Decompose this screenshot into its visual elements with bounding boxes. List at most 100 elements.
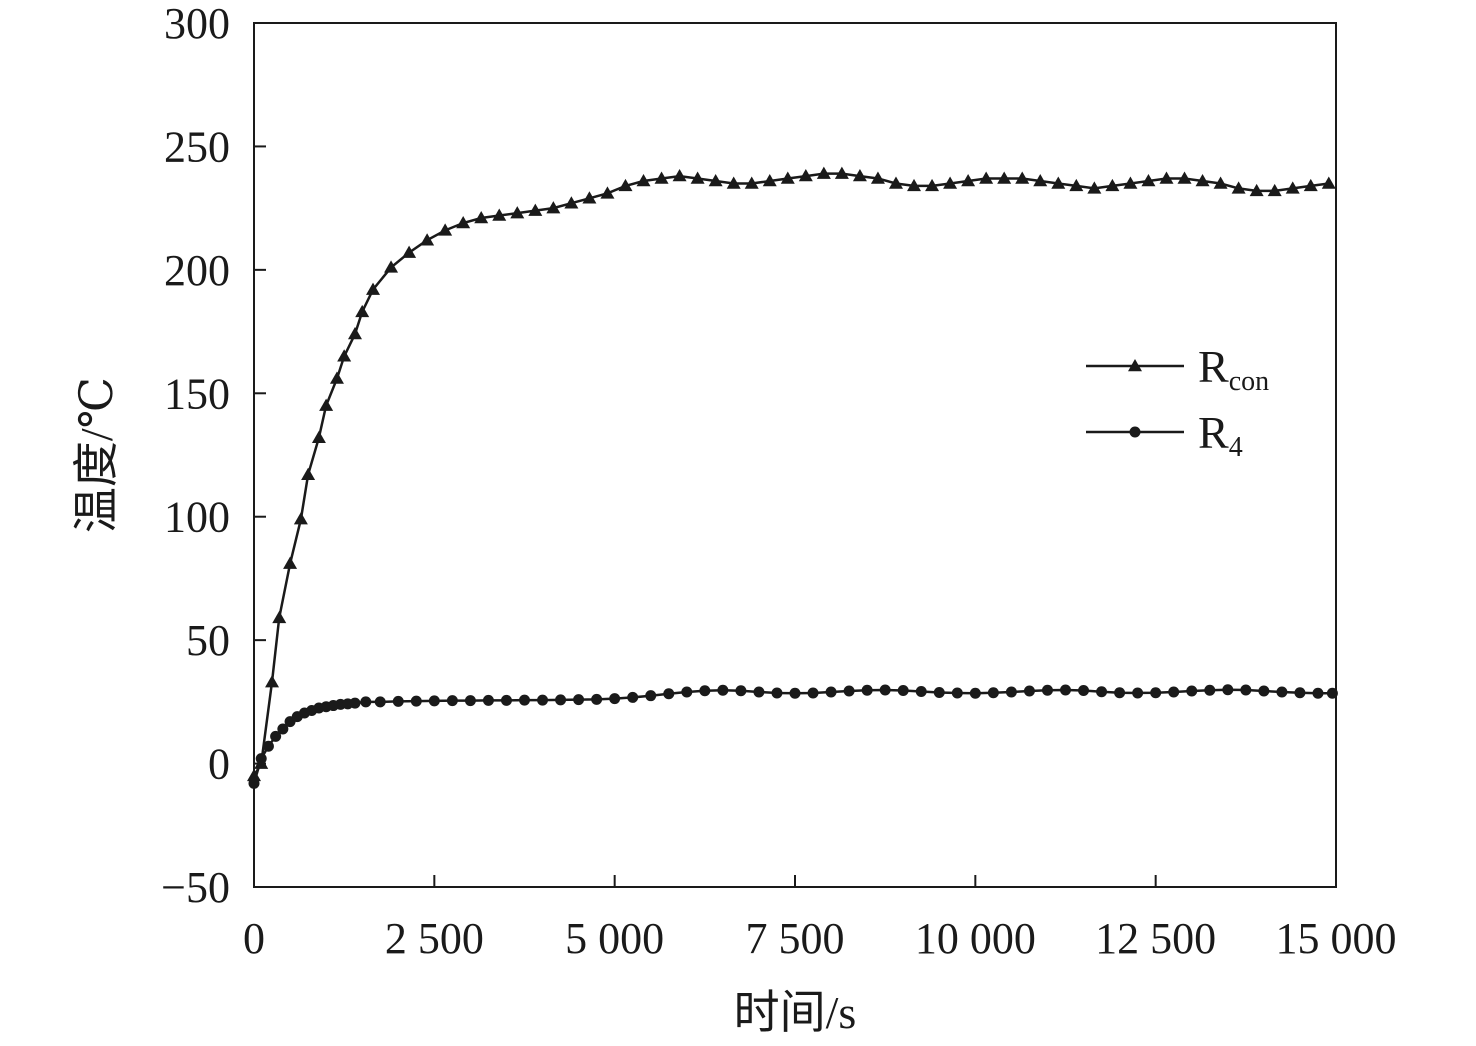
data-point-R4	[645, 690, 657, 702]
data-point-Rcon	[1051, 176, 1066, 189]
data-point-R4	[500, 694, 512, 706]
data-point-Rcon	[1231, 181, 1246, 194]
x-tick-label: 12 500	[1095, 914, 1216, 963]
data-point-Rcon	[762, 173, 777, 187]
data-point-R4	[807, 687, 819, 699]
data-point-Rcon	[355, 304, 370, 318]
data-point-R4	[464, 695, 476, 707]
data-point-Rcon	[1213, 176, 1228, 189]
data-point-R4	[446, 695, 458, 707]
plot-frame	[253, 22, 1337, 888]
data-point-R4	[374, 696, 386, 708]
data-point-R4	[1096, 686, 1108, 698]
y-tick-label: 0	[208, 740, 230, 789]
data-point-Rcon	[1015, 171, 1030, 184]
legend-label: Rcon	[1198, 341, 1269, 397]
data-point-R4	[987, 687, 999, 699]
legend-label-subscript: con	[1229, 366, 1269, 397]
data-point-R4	[915, 685, 927, 697]
series-layer	[247, 166, 1338, 789]
data-point-Rcon	[366, 282, 381, 295]
data-point-Rcon	[726, 176, 741, 189]
data-point-R4	[699, 685, 711, 697]
data-point-Rcon	[600, 186, 615, 199]
data-point-Rcon	[816, 166, 831, 179]
data-point-R4	[248, 777, 260, 789]
x-tick-label: 10 000	[915, 914, 1036, 963]
data-point-R4	[1276, 686, 1288, 698]
y-tick-label: −50	[161, 863, 230, 912]
data-point-R4	[609, 693, 621, 705]
data-point-Rcon	[1087, 181, 1102, 194]
data-point-Rcon	[1303, 178, 1318, 192]
data-point-R4	[951, 687, 963, 699]
y-tick-label: 300	[164, 0, 230, 48]
x-tick-label: 2 500	[385, 914, 484, 963]
data-point-Rcon	[265, 675, 280, 688]
data-point-Rcon	[329, 371, 344, 384]
data-point-R4	[277, 723, 289, 735]
data-point-Rcon	[654, 171, 669, 184]
data-point-Rcon	[546, 201, 561, 214]
data-point-R4	[825, 686, 837, 698]
data-point-Rcon	[319, 398, 334, 411]
data-point-R4	[969, 687, 981, 699]
data-point-R4	[1222, 684, 1234, 696]
data-point-Rcon	[907, 178, 922, 192]
data-point-R4	[663, 688, 675, 700]
legend-label-main: R	[1198, 407, 1229, 458]
data-point-R4	[1294, 687, 1306, 699]
data-point-Rcon	[311, 430, 326, 443]
data-point-R4	[933, 686, 945, 698]
data-point-R4	[1186, 685, 1198, 697]
data-point-R4	[897, 685, 909, 697]
data-point-Rcon	[474, 211, 489, 224]
legend-label-main: R	[1198, 341, 1229, 392]
data-point-R4	[270, 730, 282, 742]
data-point-Rcon	[744, 176, 759, 189]
data-point-Rcon	[1033, 173, 1048, 187]
series-R4	[248, 684, 1338, 789]
legend-item-R4: R4	[1086, 407, 1243, 463]
data-point-Rcon	[888, 176, 903, 189]
data-point-Rcon	[456, 215, 471, 229]
y-axis-ticks: −50 0 50 100 150 200 250 300	[161, 0, 266, 912]
data-point-R4	[1312, 687, 1324, 699]
data-point-Rcon	[1177, 171, 1192, 184]
data-point-Rcon	[528, 203, 543, 216]
data-point-Rcon	[618, 178, 633, 192]
data-point-R4	[771, 687, 783, 699]
data-point-Rcon	[1069, 178, 1084, 192]
data-point-Rcon	[690, 171, 705, 184]
data-point-Rcon	[997, 171, 1012, 184]
data-point-R4	[1132, 687, 1144, 699]
data-point-Rcon	[1249, 183, 1264, 197]
data-point-Rcon	[582, 191, 597, 204]
data-point-R4	[537, 694, 549, 706]
data-point-R4	[255, 753, 267, 765]
legend-item-Rcon: Rcon	[1086, 341, 1269, 397]
data-point-Rcon	[301, 467, 316, 480]
data-point-R4	[1041, 684, 1053, 696]
data-point-Rcon	[420, 233, 435, 246]
data-point-Rcon	[708, 173, 723, 187]
data-point-Rcon	[1123, 176, 1138, 189]
x-tick-label: 15 000	[1276, 914, 1397, 963]
data-point-Rcon	[1195, 173, 1210, 187]
data-point-Rcon	[293, 512, 308, 525]
data-point-R4	[392, 695, 404, 707]
data-point-R4	[627, 691, 639, 703]
data-point-R4	[1114, 687, 1126, 699]
data-point-R4	[843, 685, 855, 697]
x-axis-title: 时间/s	[734, 987, 857, 1038]
data-point-Rcon	[780, 171, 795, 184]
legend-label-subscript: 4	[1229, 432, 1243, 463]
x-tick-label: 0	[243, 914, 265, 963]
data-point-Rcon	[925, 178, 940, 192]
data-point-Rcon	[438, 223, 453, 236]
data-point-Rcon	[1105, 178, 1120, 192]
data-point-R4	[717, 684, 729, 696]
data-point-R4	[1078, 685, 1090, 697]
data-point-Rcon	[1141, 173, 1156, 187]
